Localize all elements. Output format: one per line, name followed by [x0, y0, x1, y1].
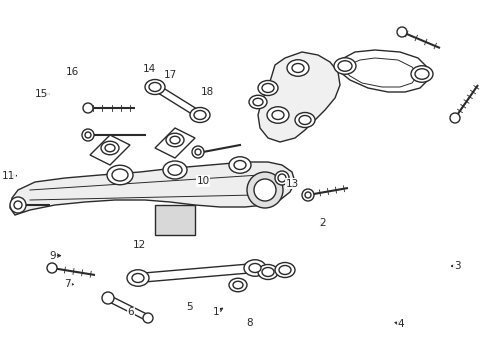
Text: 10: 10 [196, 176, 209, 186]
Circle shape [142, 313, 153, 323]
Circle shape [82, 129, 94, 141]
Text: 2: 2 [319, 218, 325, 228]
Text: 12: 12 [132, 240, 146, 250]
Ellipse shape [101, 141, 119, 155]
Text: 17: 17 [163, 70, 177, 80]
Text: 15: 15 [35, 89, 48, 99]
Text: 9: 9 [49, 251, 56, 261]
Text: 18: 18 [201, 87, 214, 97]
Ellipse shape [165, 133, 183, 147]
Text: 5: 5 [186, 302, 193, 312]
Ellipse shape [132, 274, 143, 283]
Text: 8: 8 [245, 318, 252, 328]
Ellipse shape [194, 111, 205, 120]
Text: 16: 16 [65, 67, 79, 77]
Ellipse shape [271, 111, 284, 120]
Ellipse shape [145, 80, 164, 94]
Circle shape [85, 132, 91, 138]
Circle shape [12, 199, 24, 211]
Ellipse shape [294, 112, 314, 127]
Ellipse shape [337, 61, 351, 71]
Ellipse shape [170, 136, 180, 144]
Ellipse shape [266, 107, 288, 123]
Polygon shape [339, 50, 427, 92]
Text: 1: 1 [212, 307, 219, 318]
Text: 11: 11 [2, 171, 16, 181]
Polygon shape [153, 84, 202, 118]
Polygon shape [90, 135, 130, 165]
Circle shape [47, 263, 57, 273]
Ellipse shape [258, 265, 278, 279]
Circle shape [195, 149, 201, 155]
Text: 13: 13 [285, 179, 299, 189]
Ellipse shape [228, 278, 246, 292]
Text: 6: 6 [127, 307, 134, 318]
Circle shape [449, 113, 459, 123]
Ellipse shape [248, 264, 261, 273]
Circle shape [396, 27, 406, 37]
Circle shape [102, 292, 114, 304]
Ellipse shape [298, 116, 310, 125]
Ellipse shape [252, 98, 263, 106]
Ellipse shape [414, 69, 428, 79]
Circle shape [302, 189, 313, 201]
Ellipse shape [291, 63, 304, 72]
Circle shape [305, 192, 310, 198]
Polygon shape [155, 128, 195, 158]
Ellipse shape [163, 161, 186, 179]
Text: 3: 3 [453, 261, 460, 271]
Polygon shape [106, 295, 149, 321]
Ellipse shape [262, 84, 273, 93]
Ellipse shape [274, 262, 294, 278]
Ellipse shape [232, 281, 243, 289]
Ellipse shape [286, 60, 308, 76]
Polygon shape [137, 264, 255, 283]
Ellipse shape [149, 82, 161, 91]
Ellipse shape [228, 157, 250, 173]
Text: 4: 4 [397, 319, 404, 329]
Ellipse shape [112, 169, 128, 181]
Circle shape [274, 171, 288, 185]
Ellipse shape [410, 66, 432, 82]
Circle shape [246, 172, 283, 208]
Ellipse shape [244, 260, 265, 276]
Ellipse shape [105, 144, 115, 152]
Circle shape [303, 190, 312, 200]
Polygon shape [343, 58, 417, 87]
Ellipse shape [190, 108, 209, 122]
Ellipse shape [279, 266, 290, 274]
Ellipse shape [258, 81, 278, 95]
Text: 7: 7 [64, 279, 71, 289]
Polygon shape [10, 162, 294, 215]
Circle shape [278, 174, 285, 182]
Circle shape [192, 146, 203, 158]
Circle shape [14, 201, 22, 209]
Ellipse shape [248, 95, 266, 109]
Polygon shape [155, 205, 195, 235]
Ellipse shape [107, 165, 133, 185]
Polygon shape [258, 52, 339, 142]
Text: 14: 14 [142, 64, 156, 74]
Ellipse shape [333, 58, 355, 74]
Ellipse shape [262, 267, 273, 276]
Ellipse shape [127, 270, 149, 286]
Circle shape [10, 197, 26, 213]
Ellipse shape [168, 165, 182, 175]
Ellipse shape [234, 161, 245, 170]
Circle shape [253, 179, 275, 201]
Circle shape [83, 103, 93, 113]
